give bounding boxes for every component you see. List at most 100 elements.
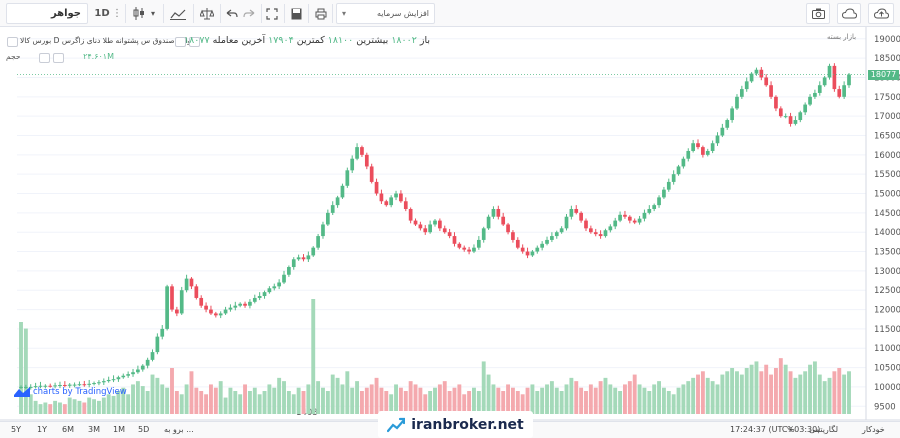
cloud-save-button[interactable] [837,3,861,24]
volume-bar [135,381,140,414]
volume-bar [325,391,330,414]
candle-body [311,247,316,256]
candle-body [574,208,579,213]
candle-body [710,143,715,151]
collapse-legend-icon[interactable] [7,37,18,47]
candle-body [739,89,744,97]
candle-body [623,214,627,217]
candle-body [520,247,525,252]
y-tick-label: 17500 [874,93,900,103]
candle-body [506,224,510,233]
volume-bar [618,391,623,414]
goto-button[interactable]: برو به ... [164,425,194,434]
auto-toggle[interactable]: خودکار [862,425,885,434]
volume-settings-icon[interactable] [53,53,64,63]
range-1m[interactable]: 1M [113,425,125,434]
symbol-search-input[interactable]: جواهر [6,3,88,24]
undo-icon[interactable] [224,3,240,24]
candle-body [481,228,486,240]
range-6m[interactable]: 6M [62,425,74,434]
volume-bar [345,371,350,414]
ticker-search-label: افزایش سرمایه [376,9,429,18]
volume-bar [545,384,549,414]
screenshot-button[interactable] [806,3,830,24]
fullscreen-icon[interactable] [264,3,280,24]
candle-body [515,239,520,248]
candle-body [535,247,540,252]
candle-body [155,336,160,353]
candle-style-icon[interactable] [131,3,147,24]
candle-body [423,228,428,233]
ticker-search-dropdown[interactable]: ▾ افزایش سرمایه [336,3,435,24]
cloud-load-button[interactable] [868,3,894,24]
volume-bar [481,361,486,414]
y-tick-label: 9500 [874,402,896,412]
volume-bar [773,368,778,414]
volume-bar [418,387,423,414]
candle-body [496,208,501,217]
candle-body [720,127,725,136]
candle-body [218,313,223,316]
redo-icon[interactable] [241,3,257,24]
candle-body [798,112,803,121]
indicators-icon[interactable] [168,3,188,24]
candle-body [530,251,535,256]
candle-body [452,236,457,244]
range-5d[interactable]: 5D [138,425,150,434]
range-5y[interactable]: 5Y [11,425,21,434]
close-label: آخرین معامله [212,35,266,46]
candle-body [725,120,730,128]
volume-bar [106,394,111,414]
candle-body [827,65,832,78]
volume-bar [798,374,803,414]
volume-bar [384,391,389,414]
y-tick-label: 15000 [874,190,900,200]
volume-bar [33,400,38,414]
volume-bar [584,391,588,414]
candle-body [428,224,432,233]
price-chart[interactable]: 9500 10000 10500 11000 11500 12000 12500 13000 1… [0,27,900,421]
eye-icon[interactable] [175,37,186,47]
percent-toggle[interactable]: % [787,425,795,434]
candle-body [550,236,554,240]
log-toggle[interactable]: لگاریتمی [809,425,839,434]
volume-bar [520,394,525,414]
camera-icon [811,8,825,19]
print-icon[interactable] [313,3,329,24]
candle-body [778,108,783,117]
candle-body [584,220,588,229]
volume-bar [847,371,851,414]
volume-bar [340,384,345,414]
tradingview-credit[interactable]: charts by TradingView [14,387,127,397]
volume-eye-icon[interactable] [39,53,50,63]
volume-bar [77,400,82,414]
volume-bar [48,404,53,414]
candle-body [24,386,28,388]
candle-body [131,372,135,375]
candle-body [476,239,481,248]
settings-icon[interactable] [189,37,200,47]
candle-body [252,297,257,302]
volume-bar [705,377,710,414]
candle-body [301,257,306,260]
save-icon[interactable] [288,3,304,24]
candle-body [540,243,545,248]
range-3m[interactable]: 3M [88,425,100,434]
volume-bar [296,387,301,414]
candle-body [19,386,23,388]
range-1y[interactable]: 1Y [37,425,47,434]
volume-bar [476,391,481,414]
interval-menu-icon[interactable]: ⋮ [112,8,122,19]
candle-body [788,116,793,124]
candle-body [817,85,822,93]
volume-bar [686,381,691,414]
volume-bar [569,377,574,414]
compare-icon[interactable] [198,3,216,24]
volume-bar [243,384,247,414]
volume-bar [398,387,403,414]
chart-style-menu-icon[interactable]: ▾ [150,9,155,18]
high-label: بیشترین [356,35,389,46]
interval-button[interactable]: 1D [92,3,112,24]
candle-body [384,201,389,206]
candle-body [43,385,48,387]
